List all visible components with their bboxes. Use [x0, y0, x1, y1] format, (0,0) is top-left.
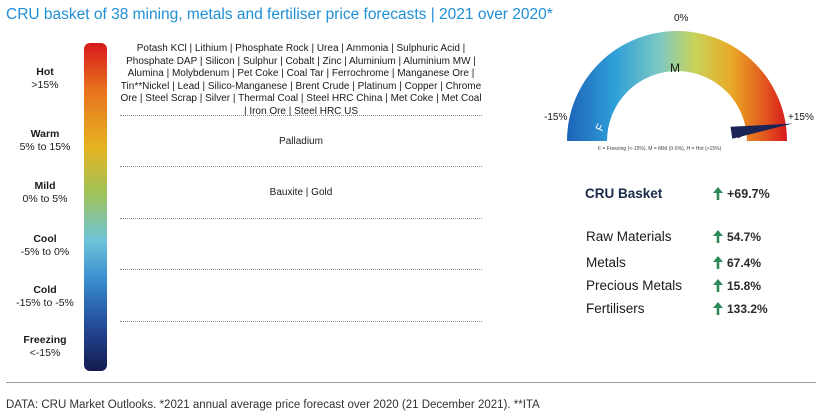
level-range: 0% to 5%: [22, 193, 68, 205]
band-divider: [120, 218, 482, 219]
category-label-metals: Metals: [586, 255, 626, 270]
gauge-letter-freezing: F: [594, 122, 608, 133]
level-name: Hot: [36, 66, 54, 78]
category-value-raw-materials: 54.7%: [713, 230, 761, 244]
level-range: -5% to 0%: [20, 246, 70, 258]
level-range: -15% to -5%: [16, 297, 74, 309]
up-arrow-icon: [713, 256, 723, 269]
footer-divider: [6, 382, 816, 383]
gauge-letter-mild: M: [670, 61, 680, 75]
temperature-scale-bar: [84, 43, 107, 371]
cru-basket-label: CRU Basket: [585, 186, 663, 201]
value-text: 133.2%: [727, 302, 768, 316]
level-name: Warm: [30, 128, 60, 140]
gauge-top-label: 0%: [674, 13, 689, 24]
up-arrow-icon: [713, 230, 723, 243]
gauge-chart: F M H: [567, 31, 793, 141]
band-warm-commodities: Palladium: [279, 136, 323, 147]
category-value-fertilisers: 133.2%: [713, 302, 768, 316]
band-divider: [120, 166, 482, 167]
band-divider: [120, 115, 482, 116]
band-divider: [120, 269, 482, 270]
category-value-metals: 67.4%: [713, 256, 761, 270]
up-arrow-icon: [713, 279, 723, 292]
band-mild-commodities: Bauxite | Gold: [269, 187, 333, 198]
value-text: 67.4%: [727, 256, 762, 270]
gauge-left-label: -15%: [544, 112, 568, 123]
category-label-precious-metals: Precious Metals: [586, 278, 683, 293]
category-label-raw-materials: Raw Materials: [586, 229, 672, 244]
gauge-arc: [567, 31, 787, 141]
up-arrow-icon: [713, 302, 723, 315]
up-arrow-icon: [713, 187, 723, 200]
level-name: Mild: [34, 180, 56, 192]
level-cool: Cool -5% to 0%: [0, 233, 90, 259]
level-range: 5% to 15%: [19, 141, 71, 153]
level-name: Cool: [33, 233, 57, 245]
level-mild: Mild 0% to 5%: [0, 180, 90, 206]
level-range: <-15%: [29, 347, 61, 359]
gauge-right-label: +15%: [788, 112, 814, 123]
chart-title: CRU basket of 38 mining, metals and fert…: [6, 6, 553, 23]
category-label-fertilisers: Fertilisers: [586, 301, 645, 316]
level-freezing: Freezing <-15%: [0, 334, 90, 360]
category-value-precious-metals: 15.8%: [713, 279, 761, 293]
band-hot-commodities: Potash KCl | Lithium | Phosphate Rock | …: [120, 43, 482, 117]
cru-basket-value: +69.7%: [713, 187, 770, 201]
gauge-needle: [730, 123, 793, 139]
value-text: +69.7%: [727, 187, 770, 201]
value-text: 15.8%: [727, 279, 762, 293]
source-note: DATA: CRU Market Outlooks. *2021 annual …: [6, 399, 540, 411]
level-name: Cold: [33, 284, 57, 296]
level-range: >15%: [31, 79, 59, 91]
level-name: Freezing: [23, 334, 67, 346]
level-hot: Hot >15%: [0, 66, 90, 92]
level-cold: Cold -15% to -5%: [0, 284, 90, 310]
gauge-legend-note: F = Freezing (<-15%), M = Mild (0-5%), H…: [598, 146, 722, 152]
level-warm: Warm 5% to 15%: [0, 128, 90, 154]
band-divider: [120, 321, 482, 322]
value-text: 54.7%: [727, 230, 762, 244]
